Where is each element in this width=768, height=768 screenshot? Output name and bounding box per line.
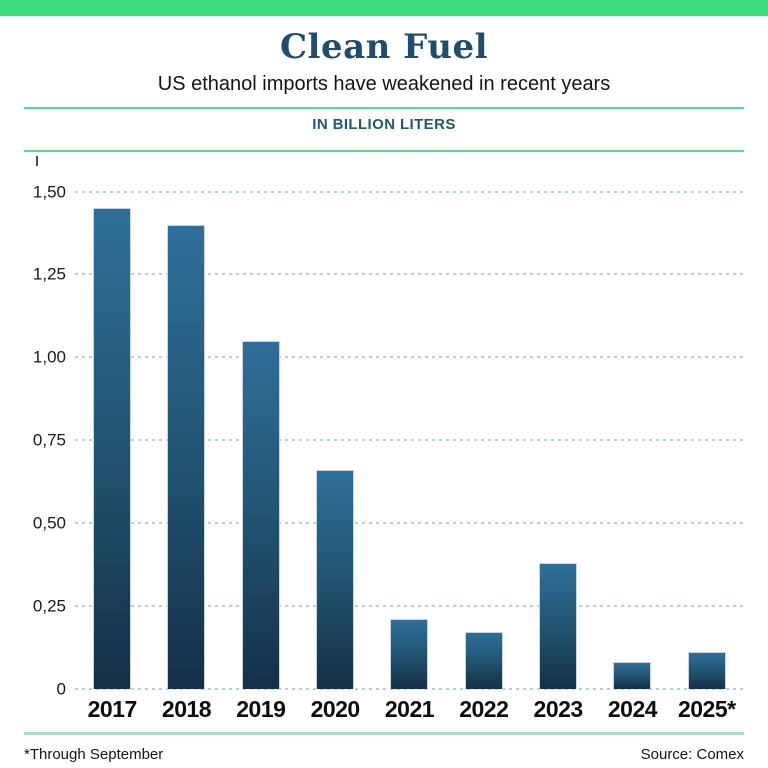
gridline [75, 521, 744, 524]
divider-line-top [24, 106, 744, 109]
bar-2019 [241, 340, 280, 689]
y-axis: 1,50 1,25 1,00 0,75 0,50 0,25 0 [24, 183, 75, 697]
x-axis: 2017 2018 2019 2020 2021 2022 2023 2024 2025* [75, 689, 744, 723]
footer-divider [24, 731, 744, 735]
gridline [75, 190, 744, 193]
x-axis-label: 2022 [459, 695, 509, 722]
bar-slot [447, 192, 521, 689]
bar-slot [298, 192, 372, 689]
y-tick-label: 1,50 [32, 182, 66, 201]
y-tick-label: 1,25 [32, 264, 66, 284]
bar-slot [670, 192, 744, 689]
units-label: IN BILLION LITERS [312, 115, 456, 133]
bar-2022 [464, 632, 503, 689]
x-axis-label: 2021 [384, 695, 435, 722]
bar-slot [595, 192, 669, 689]
x-axis-label: 2024 [607, 695, 658, 722]
footnote: *Through September [24, 745, 164, 763]
bar-2021 [390, 618, 429, 689]
axis-tick-mark [36, 155, 38, 166]
bars-container [75, 192, 744, 689]
bar-2024 [613, 662, 652, 689]
y-tick-label: 0,25 [32, 596, 66, 616]
source-credit: Source: Comex [640, 745, 744, 763]
footer: *Through September Source: Comex [24, 746, 744, 763]
bar-2025 [687, 652, 726, 689]
bar-slot [75, 192, 149, 689]
x-axis-label: 2018 [161, 695, 212, 722]
x-axis-label: 2020 [310, 695, 361, 722]
divider-line-bottom [24, 149, 744, 152]
x-axis-label: 2025* [677, 695, 736, 722]
x-axis-label: 2017 [87, 695, 138, 722]
gridline [75, 356, 744, 359]
top-accent-bar [0, 0, 768, 16]
x-axis-label: 2023 [533, 695, 584, 722]
bar-slot [224, 192, 298, 689]
bar-slot [372, 192, 446, 689]
bar-2023 [539, 562, 578, 689]
plot-area [75, 190, 744, 690]
bar-2020 [316, 469, 355, 689]
bar-2017 [93, 208, 132, 689]
page-subtitle: US ethanol imports have weakened in rece… [157, 72, 611, 95]
bar-2018 [167, 224, 206, 689]
bar-chart: 1,50 1,25 1,00 0,75 0,50 0,25 0 2017 2018 2019 20… [24, 152, 744, 723]
bar-slot [149, 192, 223, 689]
y-tick-label: 0,75 [32, 430, 66, 450]
y-tick-label: 1,00 [32, 347, 66, 367]
gridline [75, 439, 744, 441]
gridline [75, 273, 744, 276]
gridline [75, 687, 744, 690]
gridline [75, 604, 744, 607]
page-title: Clean Fuel [279, 27, 488, 67]
y-tick-label: 0 [56, 679, 66, 698]
bar-slot [521, 192, 595, 689]
y-tick-label: 0,50 [32, 513, 66, 533]
x-axis-label: 2019 [236, 695, 286, 722]
